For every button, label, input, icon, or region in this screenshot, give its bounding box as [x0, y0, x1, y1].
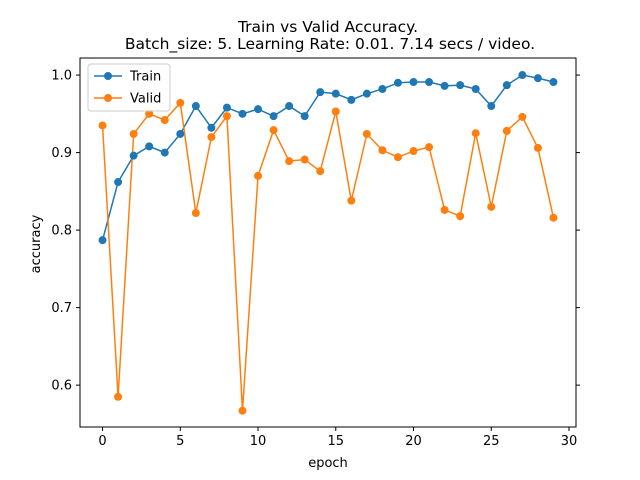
data-point-train [160, 148, 169, 157]
data-point-valid [191, 209, 200, 218]
legend: Train Valid [87, 63, 171, 112]
data-point-train [456, 81, 465, 90]
data-point-valid [347, 196, 356, 205]
data-point-train [533, 74, 542, 83]
data-point-train [471, 85, 480, 94]
x-tick-label: 5 [176, 434, 184, 449]
data-point-train [300, 112, 309, 121]
x-axis-label: epoch [308, 456, 348, 471]
data-point-valid [362, 129, 371, 138]
data-point-train [285, 102, 294, 111]
data-point-train [269, 112, 278, 121]
y-axis-label: accuracy [29, 214, 44, 273]
data-point-valid [222, 112, 231, 121]
data-point-valid [487, 202, 496, 211]
data-point-valid [176, 98, 185, 107]
data-point-valid [207, 133, 216, 142]
data-point-train [362, 89, 371, 98]
data-point-valid [518, 112, 527, 121]
data-point-train [98, 236, 107, 245]
data-point-valid [114, 392, 123, 401]
data-point-train [409, 78, 418, 87]
data-point-valid [471, 129, 480, 138]
data-point-train [316, 88, 325, 97]
y-tick-label: 0.9 [51, 146, 72, 161]
plot-area: 0 5 10 15 20 25 30 0.6 0.7 0.8 0.9 1.0 [51, 57, 580, 449]
y-tick-label: 0.8 [51, 224, 72, 239]
data-point-valid [456, 212, 465, 221]
data-point-valid [285, 157, 294, 166]
legend-marker-train [104, 72, 112, 80]
x-tick-label: 30 [561, 434, 578, 449]
x-tick-label: 15 [328, 434, 345, 449]
x-tick-label: 0 [98, 434, 106, 449]
data-point-train [207, 123, 216, 132]
data-point-valid [300, 155, 309, 164]
data-point-train [378, 85, 387, 94]
data-point-valid [316, 167, 325, 176]
data-point-train [191, 102, 200, 111]
data-point-train [238, 109, 247, 118]
data-point-train [487, 102, 496, 111]
data-point-train [549, 78, 558, 87]
x-tick-label: 25 [483, 434, 500, 449]
data-point-valid [129, 129, 138, 138]
data-point-train [129, 151, 138, 160]
data-point-train [425, 78, 434, 87]
data-point-valid [440, 205, 449, 214]
data-point-train [222, 103, 231, 112]
x-tick-label: 10 [250, 434, 267, 449]
data-point-valid [238, 406, 247, 415]
data-point-train [347, 95, 356, 104]
data-point-valid [269, 126, 278, 135]
data-point-valid [409, 147, 418, 156]
y-tick-label: 1.0 [51, 69, 72, 84]
data-point-train [440, 81, 449, 90]
data-point-valid [425, 143, 434, 152]
y-tick-label: 0.7 [51, 301, 72, 316]
data-point-valid [549, 213, 558, 222]
data-point-train [502, 81, 511, 90]
legend-label-valid: Valid [130, 92, 161, 107]
data-point-train [331, 89, 340, 98]
data-point-train [176, 129, 185, 138]
data-point-train [114, 178, 123, 187]
legend-marker-valid [104, 94, 112, 102]
data-point-train [393, 78, 402, 87]
data-point-train [254, 105, 263, 114]
data-point-valid [98, 121, 107, 130]
x-tick-label: 20 [405, 434, 422, 449]
chart-title: Train vs Valid Accuracy. [237, 18, 418, 36]
data-point-train [518, 71, 527, 80]
data-point-valid [331, 107, 340, 116]
data-point-valid [533, 143, 542, 152]
data-point-valid [502, 126, 511, 135]
data-point-valid [254, 171, 263, 180]
plot-frame [79, 57, 577, 428]
data-point-valid [145, 109, 154, 118]
data-point-train [145, 142, 154, 151]
y-tick-label: 0.6 [51, 379, 72, 394]
data-point-valid [160, 116, 169, 125]
data-point-valid [378, 146, 387, 155]
chart-subtitle: Batch_size: 5. Learning Rate: 0.01. 7.14… [125, 35, 535, 54]
legend-label-train: Train [129, 70, 161, 85]
data-point-valid [393, 153, 402, 162]
